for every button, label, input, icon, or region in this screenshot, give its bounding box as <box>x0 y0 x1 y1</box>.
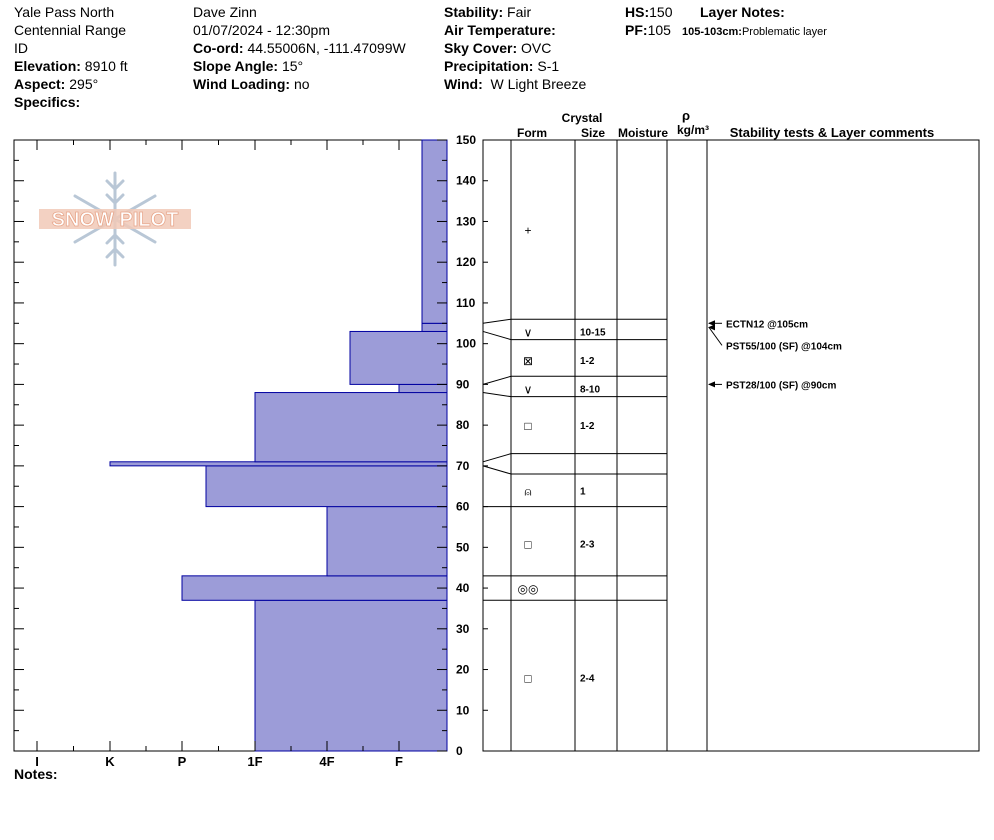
hs-field: HS:150 <box>625 4 673 20</box>
slope-field: Slope Angle: 15° <box>193 58 304 74</box>
hardness-tick-label: 4F <box>319 754 334 769</box>
grain-size: 2-4 <box>580 674 595 685</box>
hardness-tick-label: P <box>178 754 187 769</box>
hardness-bar <box>326 506 448 577</box>
grain-form: □ <box>524 537 531 551</box>
height-tick-label: 150 <box>456 133 476 147</box>
layer-link-line <box>482 330 512 341</box>
hardness-bar <box>398 383 448 394</box>
stability-test-label: PST55/100 (SF) @104cm <box>726 341 842 352</box>
layer-link-line <box>482 392 512 398</box>
grain-form: ∨ <box>524 325 533 339</box>
layer-note: 105-103cm:Problematic layer <box>682 26 827 38</box>
hardness-bar <box>181 575 448 601</box>
height-tick-label: 120 <box>456 255 476 269</box>
layer-link-line <box>482 453 512 463</box>
grain-form: □ <box>524 419 531 433</box>
hardness-axis: I K P 1F 4F F <box>35 140 403 769</box>
sky-cover-field: Sky Cover: OVC <box>444 40 552 56</box>
stability-tests: ECTN12 @105cm PST55/100 (SF) @104cm PST28/… <box>708 319 842 391</box>
grain-size: 8-10 <box>580 384 600 395</box>
layer-notes-label: Layer Notes: <box>700 4 785 20</box>
stability-field: Stability: Fair <box>444 4 532 20</box>
col-crystal: Crystal <box>562 111 603 125</box>
height-tick-label: 110 <box>456 296 476 310</box>
stability-test-label: ECTN12 @105cm <box>726 319 808 330</box>
height-tick-label: 30 <box>456 622 470 636</box>
test-arrow <box>708 327 723 346</box>
height-tick-label: 70 <box>456 459 470 473</box>
grain-form: □ <box>524 672 531 686</box>
col-density: kg/m³ <box>677 123 709 137</box>
wind-loading-field: Wind Loading: no <box>193 76 310 92</box>
state-name: ID <box>14 40 28 56</box>
height-tick-label: 90 <box>456 377 470 391</box>
hardness-bars <box>109 139 448 752</box>
hardness-bar <box>109 461 448 467</box>
col-form: Form <box>517 126 547 140</box>
hardness-bar <box>205 465 448 508</box>
col-rho: ρ <box>682 108 690 123</box>
grain-form: ∨ <box>524 382 533 396</box>
layer-table-frame <box>482 139 980 752</box>
hardness-bar <box>349 330 448 385</box>
hardness-bar <box>421 322 448 332</box>
height-tick-label: 60 <box>456 500 470 514</box>
grain-size: 10-15 <box>580 327 606 338</box>
height-tick-label: 20 <box>456 663 470 677</box>
height-tick-label: 10 <box>456 703 470 717</box>
snowpilot-logo: SNOW PILOT <box>39 171 191 267</box>
height-tick-label: 40 <box>456 581 470 595</box>
test-arrowhead <box>708 381 715 388</box>
hardness-tick-label: 1F <box>247 754 262 769</box>
hardness-bar <box>254 392 448 463</box>
observer-name: Dave Zinn <box>193 4 257 20</box>
pf-field: PF:105 <box>625 22 671 38</box>
range-name: Centennial Range <box>14 22 127 38</box>
grain-size: 1-2 <box>580 356 595 367</box>
location-name: Yale Pass North <box>14 4 115 20</box>
height-tick-label: 140 <box>456 174 476 188</box>
col-moisture: Moisture <box>618 126 668 140</box>
layer-link-line <box>482 375 512 385</box>
col-size: Size <box>581 126 605 140</box>
hardness-tick-label: K <box>105 754 115 769</box>
grain-form: ⊠ <box>523 354 533 368</box>
grain-form: + <box>524 224 531 238</box>
height-axis: 0 10 20 30 40 50 60 70 80 90 100 110 120 130 140 150 <box>14 133 488 758</box>
grain-size: 1-2 <box>580 421 595 432</box>
wind-field: Wind: W Light Breeze <box>444 76 587 92</box>
col-stability: Stability tests & Layer comments <box>730 125 934 140</box>
layer-link-line <box>482 318 512 324</box>
grain-size: 1 <box>580 486 586 497</box>
elevation-field: Elevation: 8910 ft <box>14 58 128 74</box>
height-tick-label: 50 <box>456 540 470 554</box>
specifics-field: Specifics: <box>14 94 81 110</box>
layer-link-line <box>482 465 512 475</box>
grain-size: 2-3 <box>580 539 595 550</box>
precipitation-field: Precipitation: S-1 <box>444 58 560 74</box>
grain-form: ⍝ <box>524 484 531 498</box>
hardness-tick-label: I <box>35 754 39 769</box>
hardness-bar <box>421 139 448 324</box>
layer-rows: + ∨ 10-15 ⊠ 1-2 ∨ 8-10 □ 1-2 ⍝ 1 □ 2-3 ◎◎ □ 2-4 <box>482 139 667 686</box>
notes-label: Notes: <box>14 766 58 782</box>
test-arrowhead <box>708 324 715 331</box>
height-tick-label: 0 <box>456 744 463 758</box>
height-tick-label: 80 <box>456 418 470 432</box>
stability-test-label: PST28/100 (SF) @90cm <box>726 380 836 391</box>
air-temp-field: Air Temperature: <box>444 22 556 38</box>
aspect-field: Aspect: 295° <box>14 76 99 92</box>
test-arrowhead <box>708 320 715 327</box>
hardness-tick-label: F <box>395 754 403 769</box>
svg-text:SNOW PILOT: SNOW PILOT <box>52 209 179 231</box>
observation-datetime: 01/07/2024 - 12:30pm <box>193 22 330 38</box>
height-tick-label: 130 <box>456 214 476 228</box>
height-tick-label: 100 <box>456 337 476 351</box>
coord-field: Co-ord: 44.55006N, -111.47099W <box>193 40 406 56</box>
grain-form: ◎◎ <box>518 582 539 596</box>
hardness-bar <box>254 599 448 752</box>
